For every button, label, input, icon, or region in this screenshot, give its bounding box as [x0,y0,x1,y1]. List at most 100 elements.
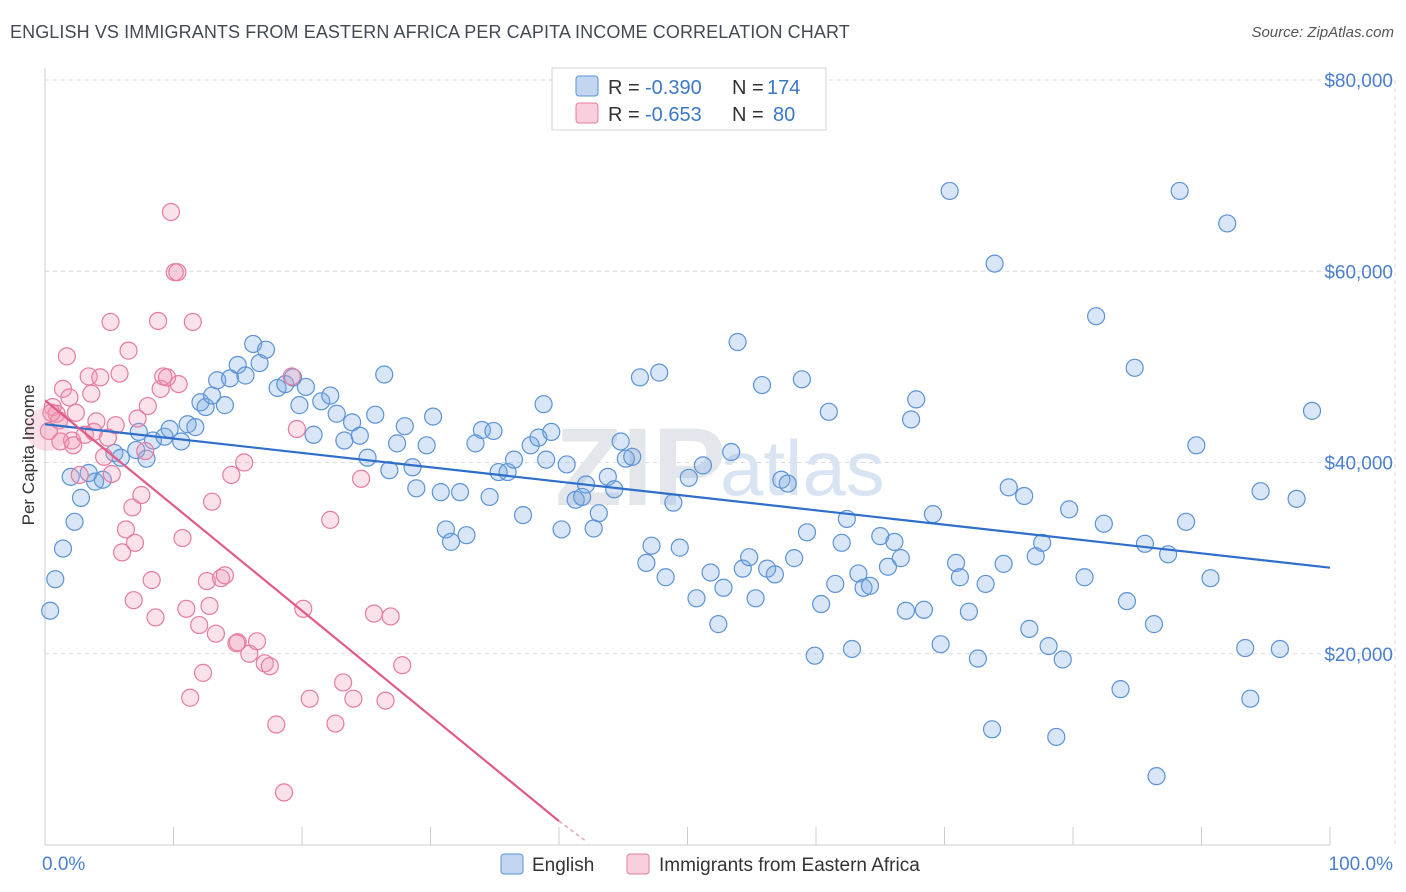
english-point-51 [417,436,436,455]
english-point-161 [1236,638,1255,658]
english-point-61 [484,421,503,441]
english-point-146 [1060,500,1079,519]
y-tick-label-0: $20,000 [1324,645,1393,666]
immigrants-point-20 [112,543,132,562]
english-point-166 [1302,401,1322,420]
english-point-38 [321,386,340,405]
english-point-82 [623,447,642,466]
immigrants-point-8 [66,403,85,422]
immigrants-point-73 [82,384,101,403]
english-point-122 [891,549,910,568]
english-point-103 [765,565,784,584]
immigrants-point-56 [274,783,294,802]
immigrants-point-9 [70,465,89,485]
english-point-120 [878,557,898,576]
english-point-17 [172,432,191,451]
english-point-37 [312,392,331,411]
english-point-112 [826,574,845,594]
immigrants-point-76 [148,311,168,331]
english-point-109 [805,646,824,665]
english-point-21 [196,397,215,417]
english-point-4 [65,512,84,531]
english-point-145 [1053,650,1072,669]
english-point-147 [1075,568,1094,587]
immigrants-point-53 [255,654,274,673]
english-point-95 [714,578,733,597]
english-point-36 [304,425,323,444]
y-tick-labels: $20,000 $40,000 $60,000 $80,000 [1324,71,1393,666]
english-point-5 [71,488,91,507]
immigrants-point-57 [282,367,301,386]
english-point-135 [982,720,1002,739]
english-point-118 [860,576,880,595]
english-point-43 [358,448,377,467]
immigrants-point-65 [352,469,371,488]
english-point-133 [968,649,988,668]
english-point-111 [819,402,838,421]
english-r-label: R = [608,77,640,99]
english-n-label: N = [732,77,764,99]
english-point-117 [854,578,873,597]
english-point-116 [849,564,868,583]
english-point-24 [215,396,234,415]
immigrants-point-77 [168,263,187,282]
immigrants-point-74 [101,312,120,332]
immigrants-point-49 [228,633,247,652]
immigrants-point-22 [119,341,138,360]
english-point-0 [41,601,60,620]
x-tick-label-1: 100.0% [1329,854,1394,875]
english-point-84 [637,553,656,573]
english-point-101 [752,375,772,395]
immigrants-point-25 [128,409,147,428]
english-point-2 [53,539,73,558]
immigrants-point-79 [227,634,246,653]
english-point-42 [350,426,369,445]
english-point-163 [1251,482,1270,501]
english-point-39 [327,404,346,423]
english-point-8 [93,470,112,489]
english-point-66 [521,436,540,455]
immigrants-point-30 [146,608,165,627]
english-point-115 [842,639,862,659]
y-tick-label-3: $80,000 [1324,71,1393,92]
english-point-88 [664,493,683,512]
english-swatch [575,75,599,97]
series-legend: English Immigrants from Eastern Africa [500,853,920,876]
immigrants-trend-line [44,399,560,822]
english-point-164 [1270,639,1289,659]
immigrants-point-67 [376,691,395,710]
immigrants-points [25,202,412,802]
english-point-153 [1135,534,1155,553]
english-point-148 [1087,307,1106,326]
y-tick-label-1: $40,000 [1324,454,1393,475]
english-point-13 [137,449,156,468]
immigrants-point-28 [138,396,157,416]
english-point-93 [701,563,720,582]
immigrants-point-18 [106,416,125,435]
immigrants-point-37 [173,528,192,548]
english-point-52 [423,407,443,426]
english-point-123 [896,601,916,620]
english-point-71 [552,520,571,539]
immigrants-point-63 [334,673,353,692]
immigrants-point-58 [287,419,306,439]
immigrants-cluster-point [25,407,70,452]
english-point-149 [1094,514,1113,533]
english-point-100 [746,589,765,608]
english-point-124 [901,410,921,429]
english-point-159 [1201,569,1220,588]
english-point-33 [283,368,303,387]
english-point-105 [778,474,797,493]
immigrants-point-59 [294,599,313,618]
english-point-144 [1047,727,1066,747]
english-trend-line [44,423,1331,569]
english-point-106 [785,549,804,568]
english-point-3 [61,467,80,486]
english-point-72 [557,455,576,474]
english-point-157 [1176,512,1196,531]
english-point-140 [1020,619,1039,638]
english-point-107 [792,370,811,389]
immigrants-point-39 [181,688,200,707]
legend-english-label: English [532,855,594,876]
immigrants-point-66 [364,604,384,623]
